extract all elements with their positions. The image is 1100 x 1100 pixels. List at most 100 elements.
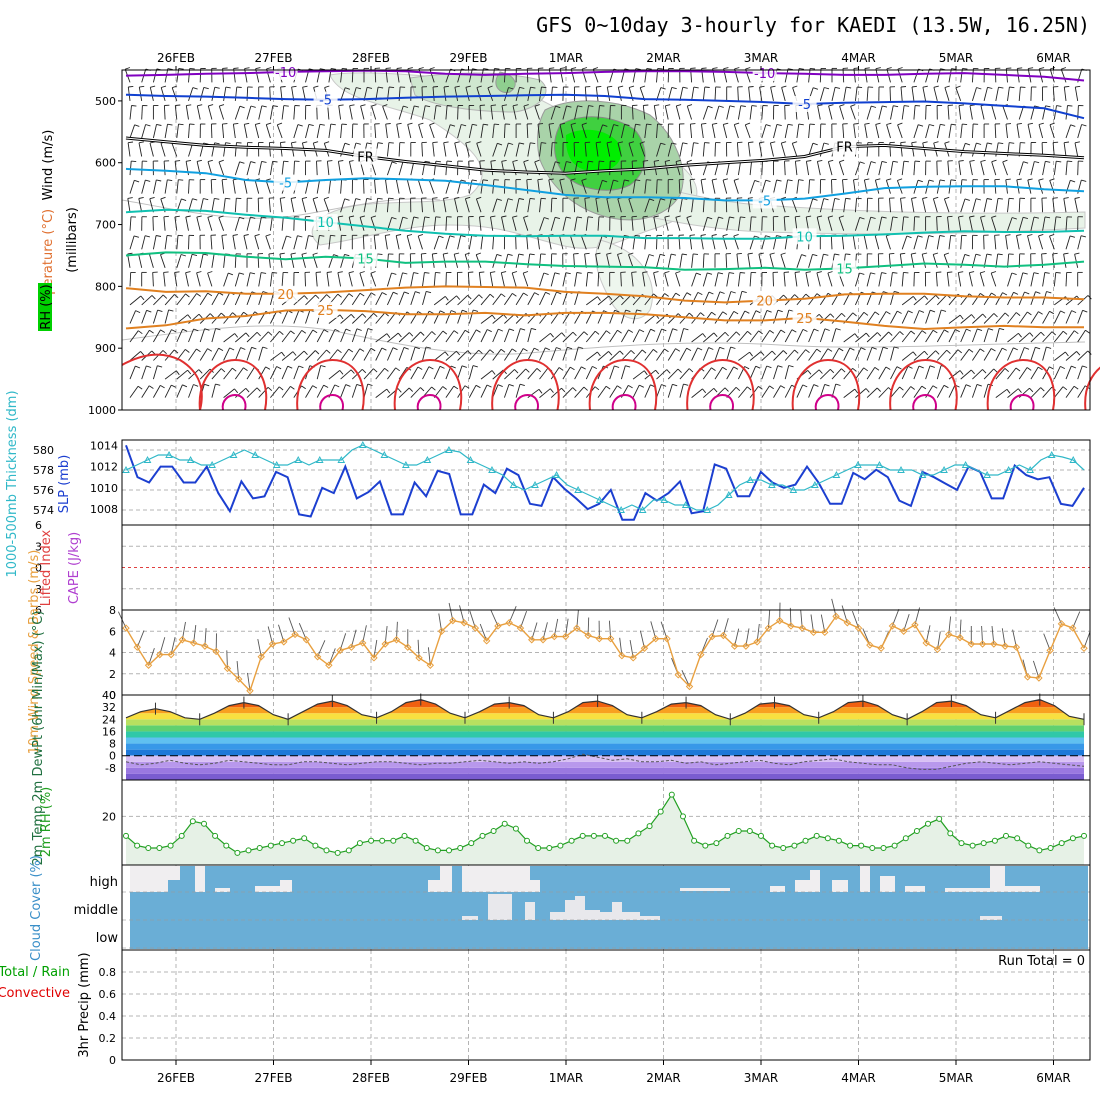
wind-barb (207, 272, 213, 287)
wind-barb-flag (700, 312, 705, 317)
wind-barb (991, 217, 997, 231)
wind-barb (784, 309, 790, 324)
wind-barb (359, 217, 365, 231)
cloud-middle (565, 900, 575, 920)
cloud-level-label: middle (74, 903, 118, 918)
wind-barb (644, 254, 650, 268)
wind-barb (644, 293, 654, 306)
wind-barb (866, 367, 876, 380)
wind-barb-flag (572, 387, 577, 392)
wind-barb-flag (854, 388, 859, 394)
wind-barb-flag (987, 142, 993, 145)
wind-barb-flag (192, 198, 198, 201)
wind-barb-flag (933, 196, 939, 200)
wind-barb-flag (950, 179, 956, 181)
wind-barb-flag (608, 295, 613, 301)
wind-barb (1052, 142, 1055, 157)
wind-barb (642, 216, 646, 231)
wind-barb (808, 68, 811, 83)
wind-barb (714, 272, 719, 287)
wind-barb-flag (910, 330, 916, 335)
wind-barb-flag (976, 383, 982, 387)
wind-barb-flag (323, 384, 329, 388)
wind-barb (656, 254, 661, 268)
upper-y-tick: 600 (95, 157, 116, 170)
wind-barb (980, 105, 985, 120)
wind-barb-flag (566, 161, 572, 164)
wind-barb (597, 161, 600, 176)
wind-barb-flag (625, 365, 631, 368)
wind-barb-flag (371, 104, 377, 107)
wind-barb-flag (388, 197, 394, 200)
wind-barb (581, 180, 587, 194)
wind-barb-flag (464, 385, 470, 389)
temp-bands (126, 699, 1084, 756)
wind-barb (703, 332, 715, 343)
wind-barb-flag (384, 367, 389, 372)
wind-barb-flag (385, 123, 391, 125)
wind-barb (539, 332, 551, 343)
wind10-marker (1001, 642, 1009, 650)
wind-barb (454, 87, 459, 101)
precip-tick: 0 (109, 1054, 116, 1067)
wind-barb (218, 105, 225, 120)
wind-barb (421, 142, 423, 157)
wind-barb (539, 142, 542, 157)
wind-barb (1053, 161, 1057, 176)
wind-barb-flag (672, 383, 678, 387)
wind-barb-flag (531, 327, 537, 331)
wind-barb-flag (1033, 272, 1039, 275)
wind-barb-flag (534, 104, 540, 107)
wind-barb (480, 329, 488, 343)
rh-marker (568, 837, 575, 844)
wind-barb-flag (519, 142, 525, 145)
temperature-contour (125, 208, 1085, 240)
wind10-barb (278, 624, 285, 643)
wind-barb (480, 349, 491, 361)
wind-barb-flag (139, 85, 145, 88)
wind-barb-flag (719, 346, 725, 350)
wind-barb (293, 330, 303, 343)
wind-barb (409, 253, 412, 268)
thickness-marker (208, 460, 216, 468)
wind-barb (457, 350, 468, 361)
wind-barb (445, 68, 451, 83)
temp-tick: 40 (102, 689, 116, 702)
contour-30 (791, 358, 861, 411)
wind-barb (947, 161, 950, 176)
wind10-marker (1023, 673, 1032, 681)
wind-barb-flag (940, 123, 946, 126)
wind-barb (691, 253, 694, 268)
wind-barb (527, 388, 540, 398)
wind-barb (433, 272, 436, 287)
wind-barb (207, 105, 213, 120)
precip-tick: 0.8 (99, 966, 117, 979)
wind10-marker (381, 640, 389, 648)
wind-barb-flag (475, 329, 481, 333)
wind-barb-flag (935, 350, 940, 355)
wind-barb (628, 254, 634, 268)
wind-barb (700, 124, 704, 139)
wind-barb-flag (958, 215, 964, 218)
wind-barb-flag (666, 369, 671, 374)
wind-barb (854, 161, 861, 176)
wind-barb (714, 216, 719, 231)
wind-barb-flag (596, 85, 602, 88)
wind-barb (841, 235, 845, 250)
contour-35 (912, 393, 937, 411)
wind-barb (703, 387, 715, 398)
wind-barb-flag (812, 253, 818, 257)
wind-barb-flag (602, 179, 608, 183)
wind-barb-flag (450, 365, 456, 369)
wind-barb (445, 180, 451, 194)
wind-barb-flag (616, 385, 622, 389)
wind-barb (644, 198, 650, 213)
wind-barb-flag (824, 383, 830, 387)
wind-barb (597, 295, 610, 306)
wind-barb (487, 87, 494, 102)
wind-barb (783, 272, 786, 287)
wind10-marker (753, 638, 761, 646)
wind-barb-flag (863, 311, 869, 316)
wind-barb (913, 161, 916, 176)
wind-barb-flag (676, 104, 682, 107)
